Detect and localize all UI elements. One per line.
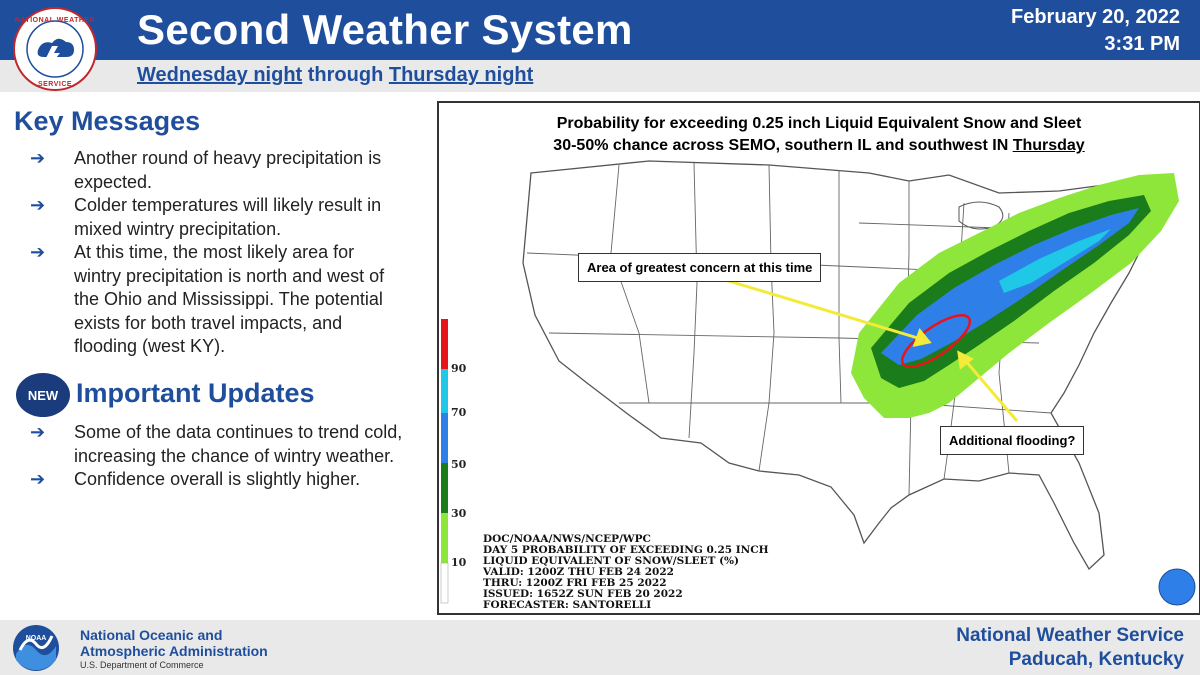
prob-70-area [999, 229, 1111, 293]
metadata-line: THRU: 1200Z FRI FEB 25 2022 [483, 577, 667, 589]
probability-map: Probability for exceeding 0.25 inch Liqu… [437, 101, 1200, 615]
noaa-name-line2: Atmospheric Administration [80, 643, 268, 659]
list-item-text: At this time, the most likely area for w… [74, 242, 385, 356]
updates-list: ➔ Some of the data continues to trend col… [30, 421, 405, 492]
subtitle-mid: through [302, 64, 389, 86]
list-item: ➔ Some of the data continues to trend col… [30, 421, 405, 468]
page-title: Second Weather System [137, 6, 633, 53]
noaa-name-line1: National Oceanic and [80, 627, 223, 643]
list-item-text: Confidence overall is slightly higher. [74, 469, 361, 489]
noaa-logo-icon: NOAA [13, 625, 59, 671]
metadata-line: VALID: 1200Z THU FEB 24 2022 [483, 566, 674, 578]
metadata-line: ISSUED: 1652Z SUN FEB 20 2022 [483, 588, 683, 600]
key-messages-title: Key Messages [14, 106, 201, 136]
noaa-department: U.S. Department of Commerce [80, 660, 204, 670]
metadata-line: DOC/NOAA/NWS/NCEP/WPC [483, 533, 651, 545]
arrow-icon: ➔ [30, 195, 46, 215]
arrow-icon: ➔ [30, 469, 46, 489]
arrow-icon: ➔ [30, 148, 46, 168]
header-date: February 20, 2022 [1011, 6, 1180, 28]
header-time: 3:31 PM [1104, 33, 1180, 55]
nws-logo-icon: NATIONAL WEATHER SERVICE [13, 7, 97, 91]
key-messages-list: ➔ Another round of heavy precipitation is… [30, 147, 405, 359]
callout-flooding: Additional flooding? [940, 426, 1085, 455]
list-item: ➔ At this time, the most likely area for … [30, 241, 405, 359]
office-line2: Paducah, Kentucky [1008, 649, 1184, 670]
callout-arrows [718, 276, 1019, 422]
map-title-line2-day: Thursday [1012, 137, 1085, 154]
subheader-bar [0, 60, 1200, 92]
legend-label-50: 50 [451, 458, 467, 471]
map-title-line1: Probability for exceeding 0.25 inch Liqu… [556, 115, 1082, 132]
subtitle-start: Wednesday night [137, 64, 303, 86]
metadata-line: DAY 5 PROBABILITY OF EXCEEDING 0.25 INCH [483, 544, 769, 556]
subtitle-end: Thursday night [388, 64, 534, 86]
arrow-icon: ➔ [30, 242, 46, 262]
noaa-name: National Oceanic and Atmospheric Adminis… [80, 627, 268, 659]
arrow-icon: ➔ [30, 422, 46, 442]
legend-bar [440, 319, 449, 604]
list-item-text: Another round of heavy precipitation is … [74, 148, 382, 192]
footer-bar [0, 620, 1200, 675]
svg-text:NATIONAL WEATHER: NATIONAL WEATHER [15, 17, 95, 24]
metadata-line: FORECASTER: SANTORELLI [483, 599, 652, 611]
wpc-logo-icon [1158, 568, 1196, 606]
map-metadata: DOC/NOAA/NWS/NCEP/WPC DAY 5 PROBABILITY … [483, 534, 769, 611]
legend-label-70: 70 [451, 406, 467, 419]
list-item: ➔ Confidence overall is slightly higher. [30, 468, 405, 492]
callout-concern: Area of greatest concern at this time [578, 253, 822, 282]
legend-label-90: 90 [451, 362, 467, 375]
legend-label-30: 30 [451, 507, 467, 520]
list-item-text: Colder temperatures will likely result i… [74, 195, 382, 239]
list-item-text: Some of the data continues to trend cold… [74, 422, 403, 466]
new-badge: NEW [16, 373, 70, 417]
updates-title: Important Updates [76, 378, 315, 408]
svg-text:NOAA: NOAA [26, 635, 47, 642]
list-item: ➔ Another round of heavy precipitation is… [30, 147, 405, 194]
header-bar [0, 0, 1200, 60]
list-item: ➔ Colder temperatures will likely result … [30, 194, 405, 241]
metadata-line: LIQUID EQUIVALENT OF SNOW/SLEET (%) [483, 555, 739, 567]
concern-highlight [901, 314, 971, 368]
map-title: Probability for exceeding 0.25 inch Liqu… [439, 113, 1199, 157]
legend-label-10: 10 [451, 556, 467, 569]
map-title-line2-prefix: 30-50% chance across SEMO, southern IL a… [553, 137, 1013, 154]
office-line1: National Weather Service [956, 625, 1184, 646]
svg-text:SERVICE: SERVICE [38, 81, 72, 88]
page-subtitle: Wednesday night through Thursday night [137, 64, 533, 87]
office-name: National Weather Service Paducah, Kentuc… [956, 624, 1184, 672]
map-title-line2: 30-50% chance across SEMO, southern IL a… [439, 135, 1199, 157]
